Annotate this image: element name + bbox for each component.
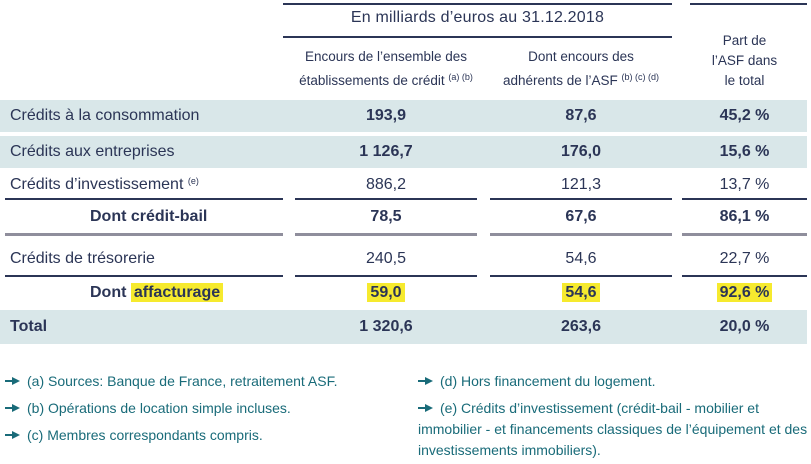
row-separator <box>490 275 672 277</box>
row-separator <box>5 275 283 277</box>
footnote-d: (d) Hors financement du logement. <box>418 371 811 392</box>
top-rule-main <box>283 3 672 5</box>
value-asf: 121,3 <box>560 175 602 193</box>
under-title-rule <box>283 36 672 38</box>
column-header-total-outstandings: Encours de l’ensemble des établissements… <box>299 49 473 88</box>
footnote-ref: (b) (c) (d) <box>621 72 660 82</box>
highlighted-value: 59,0 <box>367 283 405 302</box>
row-separator <box>5 198 283 200</box>
row-label: Crédits d’investissement (e) <box>10 175 199 193</box>
footnote-ref: (a) (b) <box>448 72 473 82</box>
arrow-right-icon <box>418 404 433 412</box>
row-label: Dont affacturage <box>90 283 224 302</box>
value-asf: 176,0 <box>560 143 602 160</box>
value-share: 22,7 % <box>719 250 770 267</box>
highlighted-value: 54,6 <box>562 283 600 302</box>
row-label: Crédits de trésorerie <box>10 250 155 267</box>
column-header-asf-members: Dont encours des adhérents de l’ASF (b) … <box>502 49 660 88</box>
value-share: 45,2 % <box>719 107 770 124</box>
arrow-right-icon <box>5 404 20 412</box>
table-row-credits-investissement: Crédits d’investissement (e) 886,2 121,3… <box>0 170 807 199</box>
table-row-credits-tresorerie: Crédits de trésorerie 240,5 54,6 22,7 % <box>0 244 807 274</box>
highlighted-text: affacturage <box>130 283 224 302</box>
gray-separator <box>5 233 283 236</box>
arrow-right-icon <box>5 377 20 385</box>
row-separator <box>682 198 807 200</box>
row-separator <box>682 275 807 277</box>
arrow-right-icon <box>418 377 433 385</box>
row-label: Crédits à la consommation <box>10 107 200 124</box>
gray-separator <box>682 233 807 236</box>
value-share: 15,6 % <box>719 143 770 160</box>
value-asf: 263,6 <box>560 318 602 335</box>
value-total: 59,0 <box>295 283 477 302</box>
table-unit-title: En milliards d’euros au 31.12.2018 <box>350 9 605 26</box>
value-share: 92,6 % <box>682 283 807 302</box>
table-row-total: Total 1 320,6 263,6 20,0 % <box>0 310 807 344</box>
value-total: 78,5 <box>370 207 402 225</box>
value-asf: 54,6 <box>565 250 597 267</box>
value-total: 1 320,6 <box>359 318 413 335</box>
row-label: Crédits aux entreprises <box>10 143 175 160</box>
value-total: 193,9 <box>365 107 407 124</box>
value-asf: 67,6 <box>565 207 597 225</box>
value-share: 20,0 % <box>719 318 770 335</box>
footnotes-left: (a) Sources: Banque de France, retraitem… <box>5 371 405 452</box>
row-separator <box>295 198 477 200</box>
value-total: 886,2 <box>365 175 407 193</box>
value-asf: 54,6 <box>490 283 672 302</box>
row-label: Dont crédit-bail <box>90 207 208 225</box>
table-row-credits-entreprises: Crédits aux entreprises 1 126,7 176,0 15… <box>0 136 807 168</box>
value-asf: 87,6 <box>565 107 597 124</box>
footnote-e: (e) Crédits d’investissement (crédit-bai… <box>418 400 808 458</box>
value-share: 13,7 % <box>719 175 770 193</box>
footnote-c: (c) Membres correspondants compris. <box>5 425 405 446</box>
value-share: 86,1 % <box>719 207 770 225</box>
table-row-dont-credit-bail: Dont crédit-bail 78,5 67,6 86,1 % <box>0 201 807 232</box>
footnote-ref: (e) <box>187 175 199 186</box>
column-header-asf-share: Part de l’ASF dans le total <box>711 33 778 88</box>
row-label: Total <box>10 318 48 335</box>
gray-separator <box>295 233 477 236</box>
arrow-right-icon <box>5 431 20 439</box>
row-separator <box>490 198 672 200</box>
footnotes-right: (d) Hors financement du logement. (e) Cr… <box>418 371 811 464</box>
top-rule-part-column <box>690 3 807 5</box>
footnote-b: (b) Opérations de location simple inclus… <box>5 398 405 419</box>
footnote-a: (a) Sources: Banque de France, retraitem… <box>5 371 405 392</box>
value-total: 240,5 <box>365 250 407 267</box>
table-row-dont-affacturage: Dont affacturage 59,0 54,6 92,6 % <box>0 278 807 308</box>
gray-separator <box>490 233 672 236</box>
table-row-credits-consommation: Crédits à la consommation 193,9 87,6 45,… <box>0 100 807 132</box>
highlighted-value: 92,6 % <box>716 283 773 302</box>
row-separator <box>295 275 477 277</box>
value-total: 1 126,7 <box>359 143 413 160</box>
